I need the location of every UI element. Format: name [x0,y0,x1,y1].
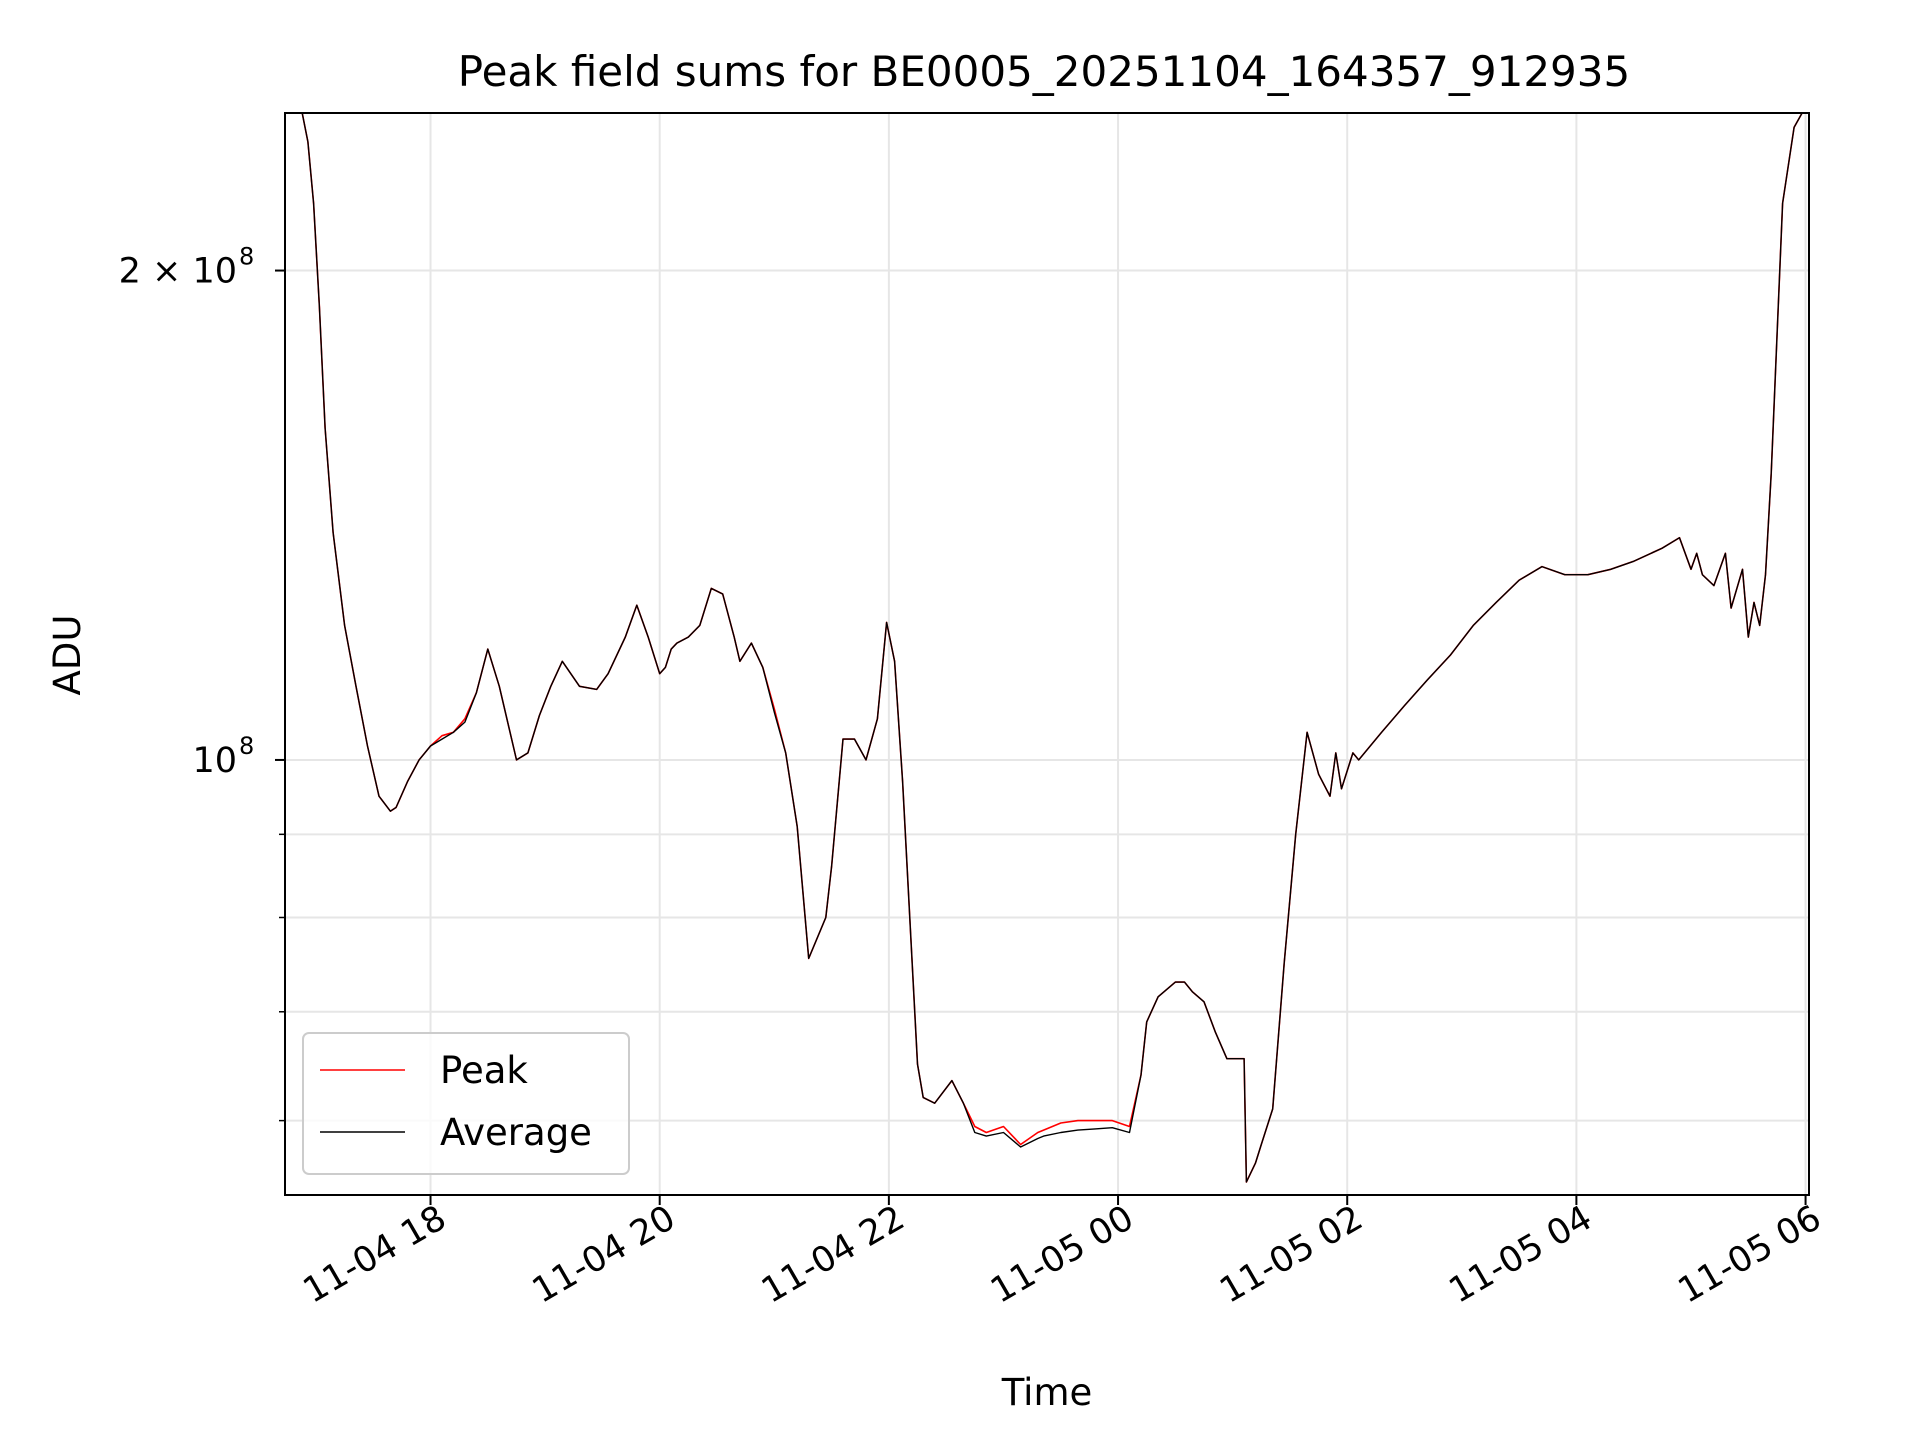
series-layer [301,113,1803,1183]
legend: Peak Average [302,1032,630,1175]
y-tick-label: 10 [192,741,237,781]
y-tick-exponent: 8 [239,732,254,760]
y-tick-label: 2 × 10 [119,252,237,292]
grid [285,113,1809,1195]
y-tick-exponent: 8 [239,243,254,271]
series-line-average [301,113,1803,1183]
plot-frame [284,112,1810,1196]
y-axis-title: ADU [46,615,89,696]
legend-box [302,1032,630,1175]
legend-label-peak: Peak [440,1049,528,1092]
chart-title: Peak field sums for BE0005_20251104_1643… [458,47,1630,96]
x-axis-title: Time [1001,1371,1093,1414]
legend-label-average: Average [440,1111,592,1154]
